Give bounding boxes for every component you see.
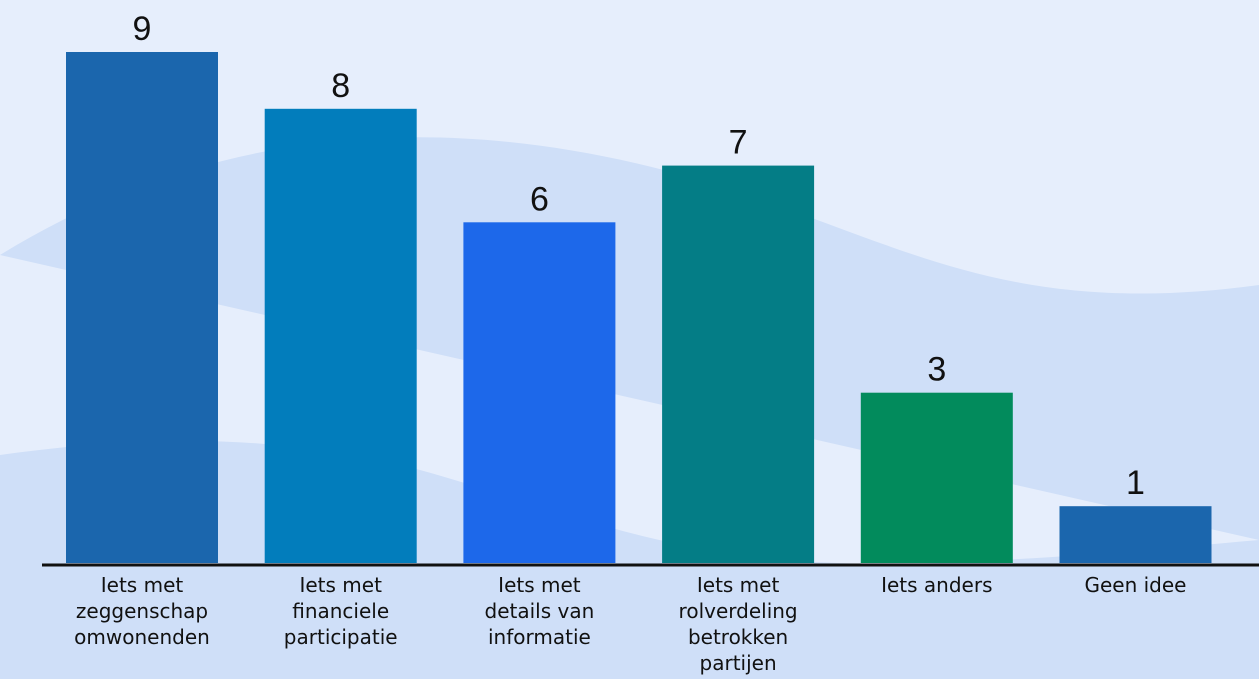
category-label-line: Iets met xyxy=(299,573,382,597)
category-label-line: rolverdeling xyxy=(679,599,798,623)
value-label-5: 3 xyxy=(927,351,946,389)
bar-1 xyxy=(66,52,218,563)
category-label-line: participatie xyxy=(284,625,398,649)
value-label-1: 9 xyxy=(133,10,152,48)
category-label-line: Geen idee xyxy=(1084,573,1186,597)
value-label-3: 6 xyxy=(530,180,549,218)
bar-2 xyxy=(264,108,417,564)
category-label-6: Geen idee xyxy=(1084,573,1186,597)
value-label-2: 8 xyxy=(331,67,350,105)
category-label-line: Iets anders xyxy=(881,573,992,597)
category-label-line: informatie xyxy=(488,625,591,649)
bar-6 xyxy=(1059,506,1212,563)
bar-5 xyxy=(860,392,1013,563)
category-label-4: Iets met rolverdeling betrokken partijen xyxy=(679,573,798,675)
category-label-2: Iets met financiele participatie xyxy=(284,573,398,649)
category-label-1: Iets met zeggenschap omwonenden xyxy=(74,573,210,649)
category-label-line: Iets met xyxy=(697,573,780,597)
category-label-line: details van xyxy=(485,599,595,623)
category-label-line: zeggenschap xyxy=(76,599,208,623)
bar-3 xyxy=(463,222,616,564)
category-label-line: omwonenden xyxy=(74,625,210,649)
category-label-5: Iets anders xyxy=(881,573,992,597)
value-labels-group: 9 8 6 7 3 1 xyxy=(133,10,1145,502)
bars-group xyxy=(66,52,1212,564)
value-label-4: 7 xyxy=(729,124,748,162)
value-label-6: 1 xyxy=(1126,464,1145,502)
category-label-line: partijen xyxy=(700,651,777,675)
category-label-3: Iets met details van informatie xyxy=(485,573,595,649)
category-label-line: Iets met xyxy=(498,573,581,597)
category-label-line: financiele xyxy=(292,599,389,623)
category-label-line: betrokken xyxy=(688,625,788,649)
category-label-line: Iets met xyxy=(101,573,184,597)
bar-4 xyxy=(662,165,815,563)
